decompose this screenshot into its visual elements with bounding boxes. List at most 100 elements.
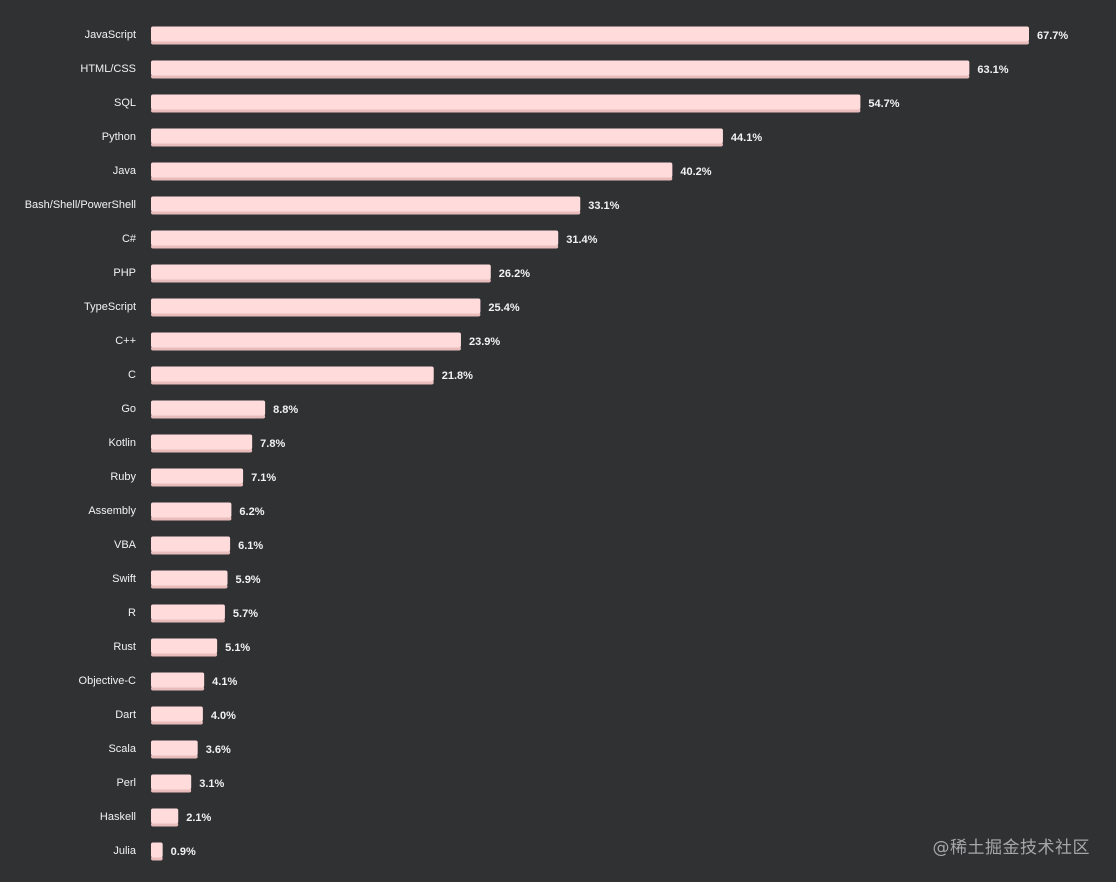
category-label: Julia — [113, 845, 137, 857]
bar-group: VBA 6.1% — [114, 536, 263, 555]
value-label: 0.9% — [171, 846, 196, 858]
bar-group: Scala 3.6% — [108, 740, 231, 759]
bar-group: Julia 0.9% — [113, 842, 196, 861]
value-label: 33.1% — [588, 200, 619, 212]
bar-group: Perl 3.1% — [116, 774, 224, 793]
bar — [151, 570, 228, 586]
value-label: 54.7% — [868, 98, 899, 110]
bar — [151, 264, 491, 280]
category-label: Ruby — [110, 471, 136, 483]
category-label: R — [128, 607, 136, 619]
bar — [151, 196, 581, 212]
value-label: 7.8% — [260, 438, 285, 450]
bar-group: Swift 5.9% — [112, 570, 261, 589]
category-label: Go — [121, 403, 136, 415]
bar-group: HTML/CSS 63.1% — [80, 60, 1009, 79]
bar — [151, 366, 434, 382]
value-label: 3.1% — [199, 778, 224, 790]
category-label: Python — [102, 131, 136, 143]
bar-group: Java 40.2% — [113, 162, 712, 181]
watermark-text: @稀土掘金技术社区 — [932, 838, 1090, 858]
value-label: 31.4% — [566, 234, 597, 246]
bar-group: PHP 26.2% — [113, 264, 530, 283]
bar-group: C# 31.4% — [122, 230, 598, 249]
bar — [151, 94, 861, 110]
bar — [151, 706, 203, 722]
bar-group: Ruby 7.1% — [110, 468, 276, 487]
bar-group: Rust 5.1% — [113, 638, 250, 657]
bar — [151, 298, 481, 314]
value-label: 6.2% — [239, 506, 264, 518]
value-label: 5.7% — [233, 608, 258, 620]
bar — [151, 536, 231, 552]
category-label: Bash/Shell/PowerShell — [25, 199, 136, 211]
value-label: 63.1% — [977, 64, 1008, 76]
bar-group: R 5.7% — [128, 604, 258, 623]
value-label: 25.4% — [488, 302, 519, 314]
category-label: VBA — [114, 539, 137, 551]
category-label: Scala — [108, 743, 136, 755]
bar-group: Dart 4.0% — [115, 706, 236, 725]
bar — [151, 808, 179, 824]
bar — [151, 60, 970, 76]
value-label: 44.1% — [731, 132, 762, 144]
bar-group: C 21.8% — [128, 366, 473, 385]
value-label: 4.1% — [212, 676, 237, 688]
bar — [151, 672, 205, 688]
value-label: 7.1% — [251, 472, 276, 484]
bar-group: Kotlin 7.8% — [108, 434, 285, 453]
value-label: 5.1% — [225, 642, 250, 654]
bar — [151, 638, 218, 654]
value-label: 23.9% — [469, 336, 500, 348]
bar-group: Objective-C 4.1% — [79, 672, 237, 691]
bar-group: JavaScript 67.7% — [85, 26, 1068, 45]
value-label: 67.7% — [1037, 30, 1068, 42]
bar — [151, 434, 253, 450]
bar-group: Bash/Shell/PowerShell 33.1% — [25, 196, 620, 215]
value-label: 6.1% — [238, 540, 263, 552]
category-label: Kotlin — [108, 437, 136, 449]
bar — [151, 162, 673, 178]
category-label: HTML/CSS — [80, 63, 136, 75]
category-label: Dart — [115, 709, 136, 721]
bar — [151, 400, 266, 416]
bar — [151, 128, 723, 144]
bar-group: TypeScript 25.4% — [84, 298, 520, 317]
bar — [151, 604, 225, 620]
category-label: C — [128, 369, 136, 381]
category-label: Haskell — [100, 811, 136, 823]
bar — [151, 502, 232, 518]
category-label: C# — [122, 233, 137, 245]
value-label: 21.8% — [442, 370, 473, 382]
bar-group: Haskell 2.1% — [100, 808, 212, 827]
value-label: 8.8% — [273, 404, 298, 416]
value-label: 4.0% — [211, 710, 236, 722]
value-label: 5.9% — [236, 574, 261, 586]
bar-group: Go 8.8% — [121, 400, 298, 419]
category-label: TypeScript — [84, 301, 136, 313]
category-label: PHP — [113, 267, 136, 279]
category-label: Assembly — [88, 505, 136, 517]
category-label: SQL — [114, 97, 136, 109]
category-label: C++ — [115, 335, 136, 347]
bar — [151, 332, 461, 348]
value-label: 3.6% — [206, 744, 231, 756]
bar — [151, 468, 244, 484]
value-label: 2.1% — [186, 812, 211, 824]
value-label: 26.2% — [499, 268, 530, 280]
bar — [151, 740, 198, 756]
bar-group: SQL 54.7% — [114, 94, 900, 113]
bar — [151, 230, 559, 246]
bar — [151, 774, 192, 790]
category-label: Swift — [112, 573, 136, 585]
bar — [151, 26, 1029, 42]
category-label: Java — [113, 165, 137, 177]
bar-group: Python 44.1% — [102, 128, 762, 147]
bar — [151, 842, 163, 858]
category-label: JavaScript — [85, 29, 136, 41]
bar-group: Assembly 6.2% — [88, 502, 265, 521]
value-label: 40.2% — [680, 166, 711, 178]
category-label: Perl — [116, 777, 136, 789]
